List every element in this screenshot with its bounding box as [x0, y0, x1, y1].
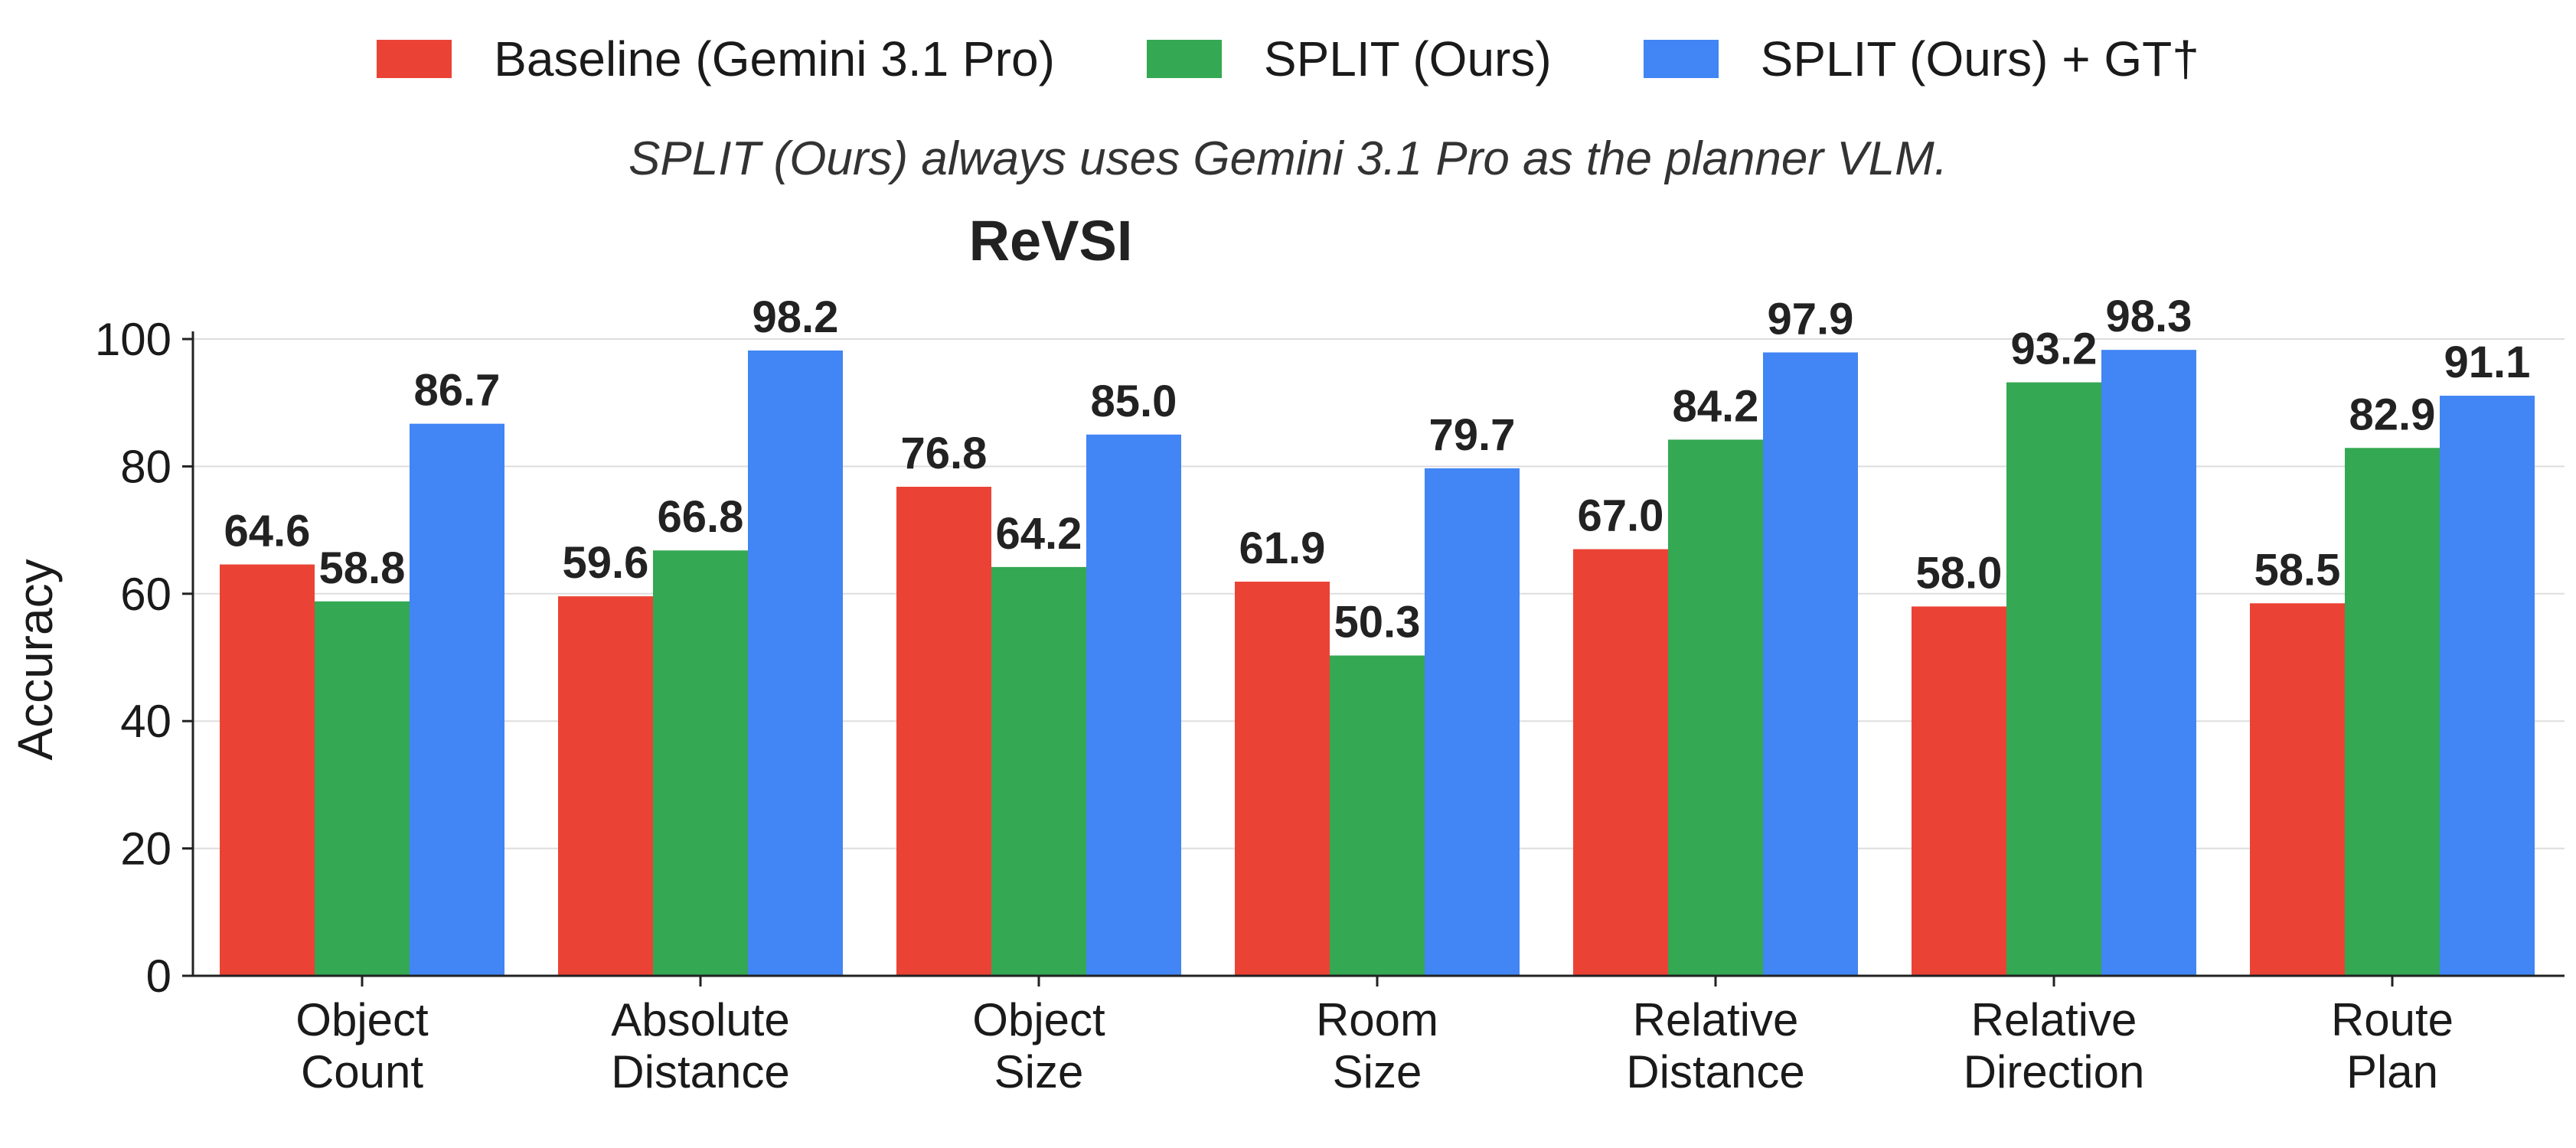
x-tick-label-1: Absolute Distance	[611, 994, 790, 1097]
legend-label-split-gt: SPLIT (Ours) + GT†	[1760, 31, 2199, 86]
value-label-s0-c3: 61.9	[1239, 523, 1326, 573]
bar-s1-c3	[1330, 655, 1425, 976]
x-tick-label-4: Relative Distance	[1626, 994, 1804, 1097]
value-label-s1-c6: 82.9	[2349, 390, 2436, 439]
chart-title: ReVSI	[968, 209, 1133, 272]
value-label-s2-c4: 97.9	[1768, 294, 1854, 344]
value-label-s0-c6: 58.5	[2254, 545, 2341, 595]
value-label-s1-c3: 50.3	[1334, 598, 1421, 647]
x-tick-label-3: Room Size	[1316, 994, 1438, 1097]
value-label-s0-c1: 59.6	[563, 538, 649, 588]
value-label-s2-c3: 79.7	[1429, 410, 1516, 460]
value-label-s1-c5: 93.2	[2011, 325, 2098, 374]
legend-swatch-split-gt	[1643, 40, 1719, 78]
bar-s2-c6	[2440, 396, 2535, 976]
legend-swatch-split	[1146, 40, 1222, 78]
legend-item-split-gt: SPLIT (Ours) + GT†	[1643, 31, 2199, 87]
y-axis-label: Accuracy	[8, 559, 63, 760]
bar-s2-c2	[1086, 434, 1181, 976]
bar-s0-c6	[2250, 603, 2345, 976]
bar-s0-c0	[220, 564, 315, 976]
value-label-s1-c0: 58.8	[319, 543, 406, 593]
value-label-s2-c5: 98.3	[2106, 292, 2192, 341]
y-tick-label-100: 100	[95, 314, 171, 365]
value-label-s2-c2: 85.0	[1091, 377, 1177, 426]
bar-s1-c6	[2345, 448, 2440, 976]
value-label-s0-c2: 76.8	[901, 429, 988, 478]
y-tick-label-80: 80	[120, 441, 171, 492]
x-tick-label-6: Route Plan	[2331, 994, 2454, 1097]
y-tick-label-40: 40	[120, 696, 171, 747]
axis-layer: 0 20 40 60 80 100 Object Count Absolute Distance O…	[95, 314, 2565, 1097]
value-label-s0-c4: 67.0	[1578, 491, 1664, 541]
y-tick-label-60: 60	[120, 569, 171, 620]
value-label-s2-c0: 86.7	[414, 366, 501, 416]
bar-s2-c3	[1425, 468, 1520, 976]
bar-s0-c4	[1573, 549, 1668, 976]
value-label-s0-c0: 64.6	[224, 507, 311, 556]
bar-s1-c1	[653, 550, 748, 976]
value-label-s2-c1: 98.2	[753, 292, 839, 342]
bar-s2-c5	[2101, 350, 2196, 976]
y-tick-label-20: 20	[120, 823, 171, 875]
bar-layer	[220, 350, 2535, 976]
bar-s1-c4	[1668, 439, 1763, 976]
value-label-s1-c1: 66.8	[658, 492, 744, 542]
legend-item-baseline: Baseline (Gemini 3.1 Pro)	[377, 31, 1055, 87]
bar-s0-c1	[558, 596, 653, 976]
bar-s2-c1	[748, 350, 843, 976]
chart-subtitle: SPLIT (Ours) always uses Gemini 3.1 Pro …	[628, 132, 1948, 185]
bar-s1-c2	[991, 566, 1086, 976]
legend-item-split: SPLIT (Ours)	[1146, 31, 1552, 87]
bar-s1-c0	[315, 601, 410, 976]
bar-s2-c4	[1763, 352, 1858, 976]
x-tick-label-5: Relative Direction	[1964, 994, 2145, 1097]
bar-s0-c5	[1912, 606, 2006, 976]
value-label-s2-c6: 91.1	[2444, 338, 2531, 387]
x-tick-label-0: Object Count	[295, 994, 429, 1097]
x-tick-label-2: Object Size	[972, 994, 1105, 1097]
bar-s1-c5	[2006, 382, 2101, 976]
chart-legend: Baseline (Gemini 3.1 Pro) SPLIT (Ours) S…	[0, 31, 2576, 87]
value-label-s1-c2: 64.2	[996, 509, 1082, 559]
legend-swatch-baseline	[377, 40, 452, 78]
y-tick-label-0: 0	[146, 951, 171, 1002]
bar-s0-c2	[896, 487, 991, 976]
value-label-s0-c5: 58.0	[1916, 548, 2003, 598]
value-label-s1-c4: 84.2	[1673, 381, 1759, 431]
legend-label-split: SPLIT (Ours)	[1263, 31, 1552, 86]
label-layer: 64.6 59.6 76.8 61.9 67.0 58.0 58.5 58.8 66.8 64.2…	[224, 292, 2531, 647]
legend-label-baseline: Baseline (Gemini 3.1 Pro)	[494, 31, 1055, 86]
bar-s0-c3	[1235, 581, 1330, 976]
bar-s2-c0	[410, 423, 504, 976]
